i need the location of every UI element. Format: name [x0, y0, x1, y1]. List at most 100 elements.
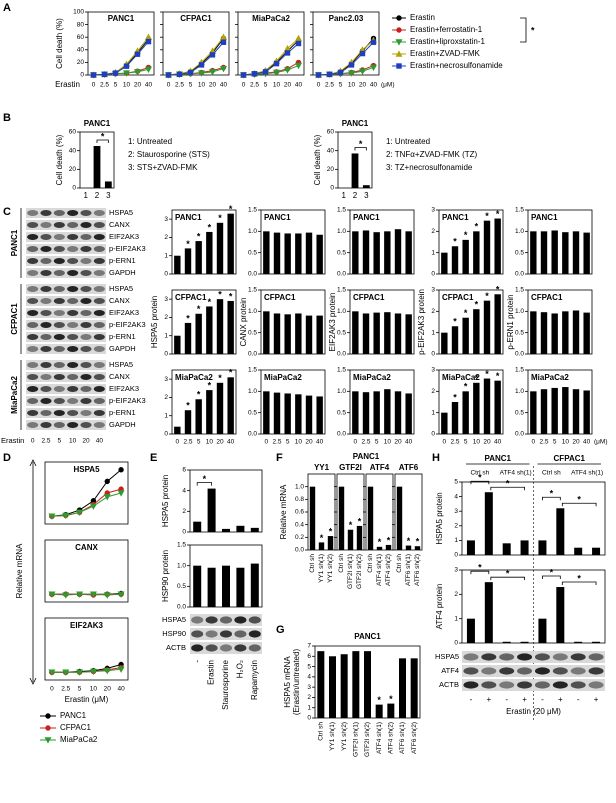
- x-tick-label: 3: [364, 191, 369, 200]
- significance-star: *: [550, 567, 554, 577]
- marker: [359, 68, 366, 75]
- marker: [76, 509, 84, 517]
- significance-star: *: [416, 537, 420, 547]
- marker: [44, 737, 52, 744]
- blot-band: [93, 246, 105, 252]
- bar: [572, 389, 580, 434]
- y-tick-label: 3: [431, 207, 435, 214]
- x-tick-label: Ctrl sh: [309, 554, 316, 573]
- blot-band: [40, 234, 52, 240]
- x-tick-label: 20: [394, 439, 402, 446]
- y-tick-label: 0: [80, 72, 84, 79]
- blot-band: [219, 630, 233, 638]
- bar: [583, 232, 590, 274]
- x-tick-label: 0: [167, 82, 171, 89]
- marker: [359, 50, 366, 57]
- group-title: ATF6: [399, 463, 419, 472]
- y-tick-label: 0.5: [248, 249, 257, 256]
- marker: [295, 34, 302, 42]
- significance-bracket: [490, 486, 525, 491]
- x-tick-label: 5: [286, 439, 290, 446]
- marker: [165, 72, 172, 78]
- y-tick-label: 1.5: [515, 367, 524, 374]
- y-tick-label: 1: [431, 249, 435, 256]
- blot-band: [53, 310, 65, 316]
- x-tick-label: 10: [273, 82, 281, 89]
- y-tick-label: 6: [307, 653, 311, 660]
- y-tick-label: 1.0: [295, 483, 304, 490]
- blot-band: [80, 322, 92, 328]
- bar: [405, 314, 412, 354]
- significance-star: *: [218, 290, 222, 300]
- y-tick-label: 2: [164, 234, 168, 241]
- marker: [134, 51, 141, 57]
- blot-band: [53, 386, 65, 392]
- blot-band: [499, 667, 515, 675]
- y-tick-label: 0: [454, 640, 458, 647]
- blot-band: [248, 630, 261, 638]
- y-axis-label: Cell death (%): [55, 134, 64, 185]
- significance-star: *: [496, 285, 500, 295]
- x-tick-label: Staurosporine: [221, 659, 230, 709]
- y-tick-label: 80: [77, 21, 85, 28]
- blot-band: [67, 410, 79, 416]
- blot-band: [80, 210, 92, 216]
- chart-title: PANC1: [354, 632, 381, 641]
- y-tick-label: 40: [77, 47, 85, 54]
- blot-band: [40, 398, 52, 404]
- bar: [316, 396, 323, 434]
- significance-star: *: [186, 313, 190, 323]
- chart-title: MiaPaCa2: [175, 373, 213, 382]
- blot-band: [80, 234, 92, 240]
- bar: [236, 567, 245, 607]
- blot-band: [67, 310, 79, 316]
- bar: [530, 231, 537, 274]
- bar: [284, 314, 291, 354]
- legend-note: 3: TZ+necrosulfonamide: [386, 163, 473, 172]
- plot-frame: [438, 369, 504, 435]
- blot-band: [53, 410, 65, 416]
- x-tick-label: YY1 sh(2): [327, 554, 334, 583]
- blot-band: [80, 410, 92, 416]
- significance-bracket: [542, 496, 561, 501]
- chart-title: PANC1: [353, 452, 380, 461]
- blot-band: [27, 234, 39, 240]
- bar: [592, 641, 601, 643]
- bar: [174, 255, 181, 274]
- bar: [562, 387, 569, 434]
- blot-band: [40, 270, 52, 276]
- marker: [198, 62, 205, 68]
- bar: [340, 654, 348, 718]
- plot-frame: [349, 209, 415, 275]
- significance-star: *: [208, 380, 212, 390]
- blot-band: [67, 362, 79, 368]
- blot-strip: [26, 284, 106, 294]
- plot-frame: [461, 569, 606, 644]
- significance-star: *: [358, 516, 362, 526]
- significance-star: *: [485, 211, 489, 221]
- significance-bracket: [470, 570, 490, 575]
- significance-star: *: [464, 382, 468, 392]
- x-tick-label: 5: [197, 439, 201, 446]
- bar: [216, 382, 224, 434]
- significance-bracket: [96, 139, 109, 143]
- blot-band: [40, 422, 52, 428]
- x-tick-label: 10: [562, 439, 570, 446]
- panel-letter: B: [3, 112, 11, 124]
- bar: [207, 567, 216, 607]
- blot-band: [53, 374, 65, 380]
- blot-band: [67, 298, 79, 304]
- blot-band: [80, 374, 92, 380]
- y-tick-label: 0.0: [337, 271, 346, 278]
- y-tick-label: 2: [164, 394, 168, 401]
- panel-letter: E: [150, 452, 157, 464]
- data-line: [51, 593, 122, 596]
- y-tick-label: 0.5: [248, 329, 257, 336]
- cell-line-label: CFPAC1: [10, 303, 19, 335]
- significance-star: *: [197, 231, 201, 241]
- significance-star: *: [218, 213, 222, 223]
- blot-band: [191, 644, 204, 652]
- blot-band: [534, 653, 550, 661]
- x-tick-label: ATF4 sh(2): [385, 554, 392, 586]
- bar: [364, 651, 371, 718]
